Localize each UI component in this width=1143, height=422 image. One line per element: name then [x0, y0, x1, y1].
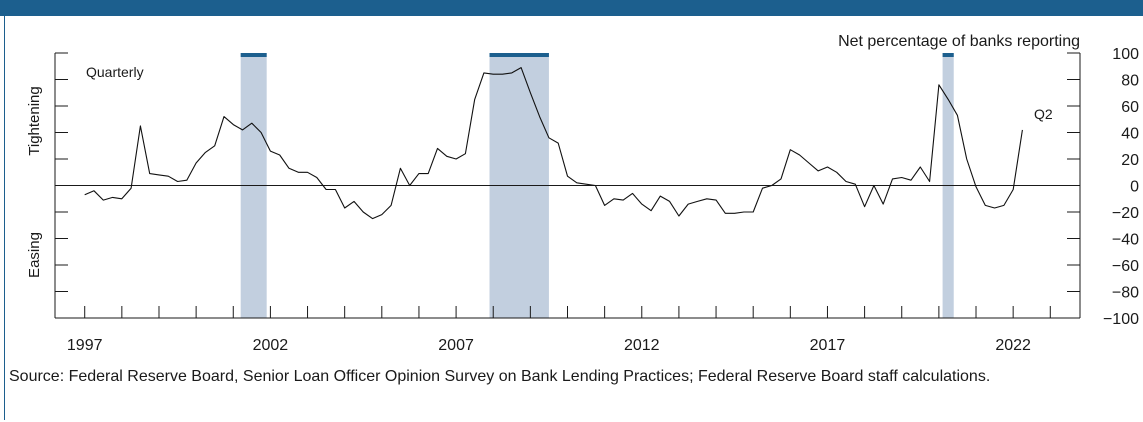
x-tick-label: 2007 — [438, 337, 474, 354]
y-tick-label: −20 — [1112, 205, 1139, 222]
recession-cap — [240, 53, 267, 57]
recession-cap — [942, 53, 954, 57]
header-bar — [0, 0, 1143, 16]
y-tick-label: 60 — [1121, 99, 1139, 116]
x-tick-label: 2022 — [995, 337, 1031, 354]
y-tick-label: 80 — [1121, 73, 1139, 90]
x-tick-label: 2017 — [810, 337, 846, 354]
unit-label: Net percentage of banks reporting — [838, 33, 1080, 50]
frequency-label: Quarterly — [86, 64, 144, 80]
source-note: Source: Federal Reserve Board, Senior Lo… — [9, 368, 991, 385]
y-tick-label: −60 — [1112, 258, 1139, 275]
easing-label: Easing — [26, 232, 43, 278]
x-tick-label: 1997 — [67, 337, 103, 354]
y-tick-label: 20 — [1121, 152, 1139, 169]
recession-cap — [489, 53, 549, 57]
y-tick-label: −100 — [1103, 311, 1139, 328]
series-layer — [84, 67, 1023, 220]
tightening-label: Tightening — [26, 86, 43, 156]
x-tick-label: 2012 — [624, 337, 660, 354]
axes: −100 −80 −60 −40 −20 0 20 40 60 80 100 1997 2002 2007… — [54, 46, 1139, 354]
x-tick-label: 2002 — [253, 337, 289, 354]
y-tick-label: 100 — [1112, 46, 1139, 63]
y-tick-label: 0 — [1130, 179, 1139, 196]
left-border — [4, 16, 5, 420]
series-line — [84, 67, 1023, 220]
y-tick-label: −40 — [1112, 232, 1139, 249]
y-tick-label: 40 — [1121, 126, 1139, 143]
q2-annotation: Q2 — [1034, 106, 1053, 122]
y-tick-label: −80 — [1112, 285, 1139, 302]
chart: −100 −80 −60 −40 −20 0 20 40 60 80 100 1997 2002 2007… — [26, 33, 1139, 354]
